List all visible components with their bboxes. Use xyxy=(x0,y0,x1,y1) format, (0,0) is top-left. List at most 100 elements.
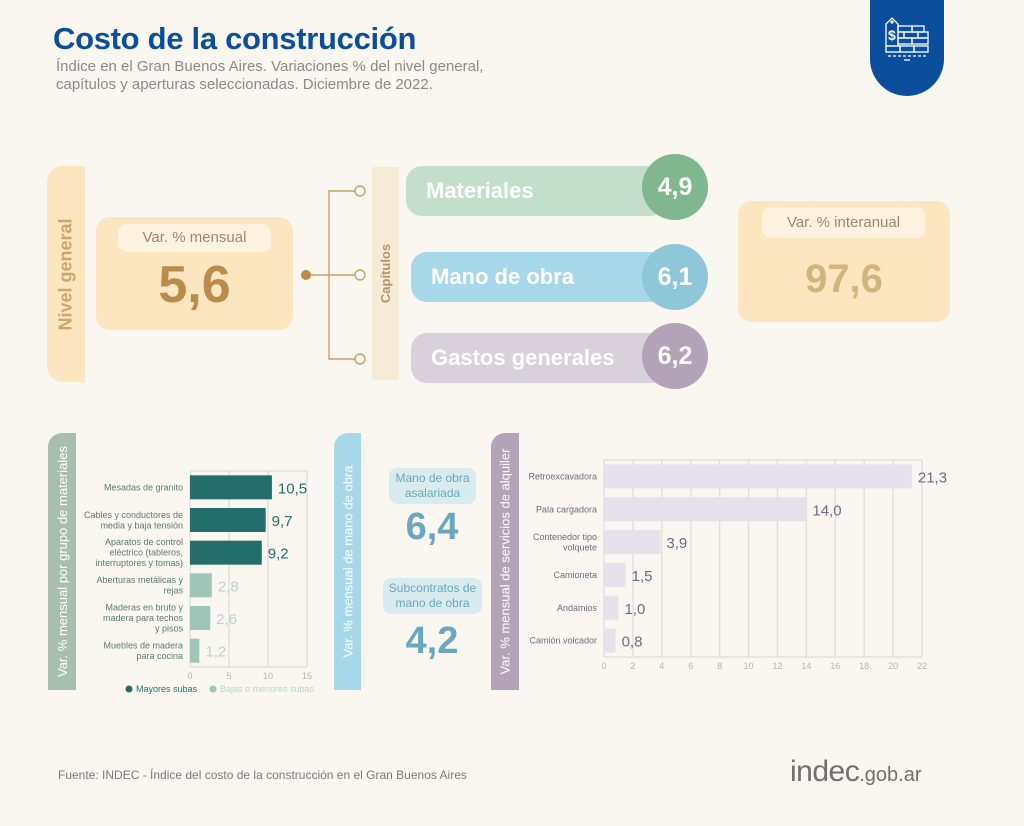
bar-value-label: 1,5 xyxy=(632,568,653,585)
x-tick-label: 0 xyxy=(187,671,192,681)
subtitle-line-1: Índice en el Gran Buenos Aires. Variacio… xyxy=(56,58,484,75)
label-line: mano de obra xyxy=(395,596,470,610)
category-label: media y baja tensión xyxy=(100,520,183,530)
bar-value-label: 9,2 xyxy=(268,546,289,563)
chapter-materiales: Materiales 4,9 xyxy=(406,154,708,220)
bar-value-label: 9,7 xyxy=(272,513,293,530)
materiales-chart-tab: Var. % mensual por grupo de materiales xyxy=(48,433,76,690)
category-label: Muebles de madera xyxy=(103,640,183,650)
category-label: interruptores y tomas) xyxy=(95,558,183,568)
chapter-mano-de-obra: Mano de obra 6,1 xyxy=(411,244,708,310)
chapter-value: 6,2 xyxy=(642,323,708,389)
mano-asalariada-label: Mano de obra asalariada xyxy=(389,468,476,504)
brick-wall-price-tag-icon: $ xyxy=(885,17,929,61)
alquiler-chart-title: Var. % mensual de servicios de alquiler xyxy=(497,448,513,675)
bar-value-label: 10,5 xyxy=(278,480,307,497)
label-line: Mano de obra xyxy=(395,471,470,485)
chapter-value: 4,9 xyxy=(642,154,708,220)
category-label: rejas xyxy=(163,586,183,596)
x-tick-label: 14 xyxy=(801,661,811,671)
svg-text:$: $ xyxy=(888,27,896,43)
category-label: eléctrico (tableros, xyxy=(109,548,183,558)
capitulos-label: Capítulos xyxy=(378,243,394,304)
nivel-general-tab: Nivel general xyxy=(47,166,85,382)
bar-value-label: 2,6 xyxy=(216,611,237,628)
mano-de-obra-tab: Var. % mensual de mano de obra xyxy=(334,433,361,690)
category-label: Pala cargadora xyxy=(536,504,597,514)
category-label: Mesadas de granito xyxy=(104,482,183,492)
bar xyxy=(604,497,807,522)
category-label: Retroexcavadora xyxy=(528,471,597,481)
interanual-value: 97,6 xyxy=(805,257,883,301)
logo-main: indec xyxy=(790,755,860,788)
category-label: para cocina xyxy=(136,651,183,661)
category-label: madera para techos xyxy=(103,613,184,623)
bar xyxy=(190,638,200,663)
x-tick-label: 16 xyxy=(830,661,840,671)
x-tick-label: 18 xyxy=(859,661,869,671)
category-label: y pisos xyxy=(155,624,184,634)
category-label: Camioneta xyxy=(553,570,597,580)
alquiler-chart-tab: Var. % mensual de servicios de alquiler xyxy=(491,433,519,690)
legend-marker-mayores xyxy=(125,685,133,693)
category-label: Aberturas metálicas y xyxy=(96,575,183,585)
x-tick-label: 5 xyxy=(226,671,231,681)
bar xyxy=(604,562,626,587)
x-tick-label: 22 xyxy=(917,661,927,671)
category-label: volquete xyxy=(563,542,597,552)
bar-value-label: 14,0 xyxy=(812,502,841,519)
x-tick-label: 15 xyxy=(302,671,312,681)
materiales-chart: 0 5 10 15 10,5 Mesadas de granito 9,7 Cables y … xyxy=(84,470,315,694)
materiales-chart-title: Var. % mensual por grupo de materiales xyxy=(54,446,70,677)
bar xyxy=(604,464,912,489)
category-label: Andamios xyxy=(557,603,598,613)
interanual-card: Var. % interanual 97,6 xyxy=(738,201,950,322)
chapter-gastos-generales: Gastos generales 6,2 xyxy=(411,323,708,389)
subtitle-line-2: capítulos y aperturas seleccionadas. Dic… xyxy=(56,76,433,93)
nivel-general-label: Nivel general xyxy=(55,217,76,331)
x-tick-label: 12 xyxy=(772,661,782,671)
page-subtitle: Índice en el Gran Buenos Aires. Variacio… xyxy=(56,58,516,94)
mano-asalariada-value: 6,4 xyxy=(405,506,459,548)
x-tick-label: 2 xyxy=(630,661,635,671)
x-tick-label: 20 xyxy=(888,661,898,671)
legend-marker-menores xyxy=(209,685,217,693)
x-tick-label: 10 xyxy=(263,671,273,681)
category-label: Contenedor tipo xyxy=(533,532,597,542)
category-label: Aparatos de control xyxy=(105,537,183,547)
subcontratos-label: Subcontratos de mano de obra xyxy=(383,578,482,614)
connector-node-2 xyxy=(354,269,366,281)
chapter-label: Gastos generales xyxy=(431,345,615,370)
bar-value-label: 2,8 xyxy=(218,578,239,595)
x-tick-label: 6 xyxy=(688,661,693,671)
bar-value-label: 1,0 xyxy=(624,601,645,618)
category-label: Maderas en bruto y xyxy=(105,603,183,613)
nivel-general-card: Var. % mensual 5,6 xyxy=(96,217,293,330)
header-badge: $ xyxy=(870,0,944,96)
bar-value-label: 3,9 xyxy=(666,535,687,552)
nivel-general-value: 5,6 xyxy=(158,256,231,314)
category-label: Cables y conductores de xyxy=(84,510,183,520)
label-line: Subcontratos de xyxy=(388,581,477,595)
legend-label-menores: Bajas o menores subas xyxy=(220,684,315,694)
indec-logo[interactable]: indec.gob.ar xyxy=(790,755,921,789)
page-title: Costo de la construcción xyxy=(53,21,417,56)
chapter-value: 6,1 xyxy=(642,244,708,310)
x-tick-label: 4 xyxy=(659,661,664,671)
chapter-connector xyxy=(301,185,366,365)
x-tick-label: 10 xyxy=(744,661,754,671)
category-label: Camión volcador xyxy=(529,636,597,646)
bar-value-label: 1,2 xyxy=(205,644,226,661)
bar-value-label: 21,3 xyxy=(918,469,947,486)
bar xyxy=(604,628,616,653)
var-mensual-label: Var. % mensual xyxy=(118,224,271,252)
chapter-label: Mano de obra xyxy=(431,264,575,289)
bar xyxy=(190,606,211,630)
capitulos-tab: Capítulos xyxy=(372,167,399,380)
bar xyxy=(190,573,212,598)
alquiler-chart: 0 2 4 6 8 10 12 14 16 18 20 22 21,3 Retroexcavadora 14… xyxy=(528,459,947,671)
legend-label-mayores: Mayores subas xyxy=(136,684,198,694)
connector-origin-dot xyxy=(301,270,311,280)
subcontratos-value: 4,2 xyxy=(405,620,459,662)
connector-bracket xyxy=(328,190,358,360)
